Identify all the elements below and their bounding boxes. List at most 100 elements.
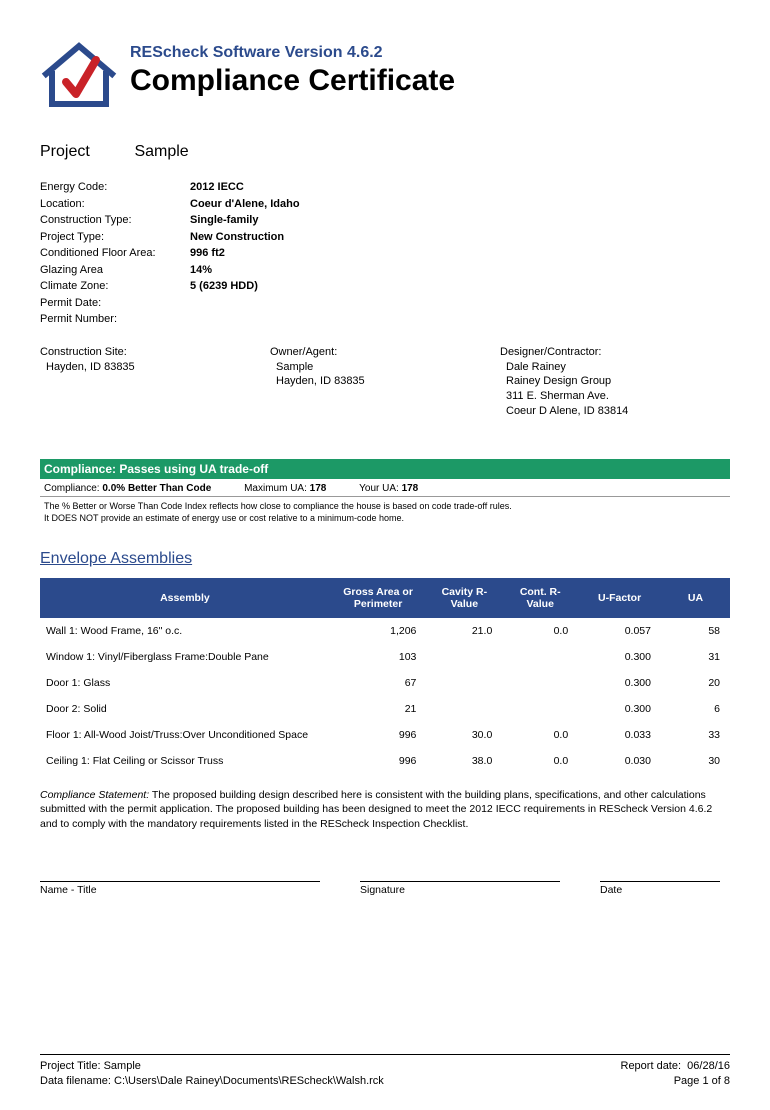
table-row: Door 2: Solid210.3006 (40, 696, 730, 722)
compliance-value: 0.0% Better Than Code (102, 483, 211, 494)
field-value: 2012 IECC (190, 179, 244, 196)
assembly-cont (502, 644, 578, 670)
assembly-area: 21 (330, 696, 427, 722)
software-version: REScheck Software Version 4.6.2 (130, 44, 455, 62)
contact-line: Dale Rainey (506, 360, 730, 375)
assembly-cavity (426, 696, 502, 722)
contact-title: Designer/Contractor: (500, 346, 730, 358)
footer-project-label: Project Title: (40, 1060, 101, 1072)
table-row: Window 1: Vinyl/Fiberglass Frame:Double … (40, 644, 730, 670)
your-ua-value: 178 (402, 483, 419, 494)
construction-site-col: Construction Site: Hayden, ID 83835 (40, 346, 270, 419)
assembly-ua: 33 (661, 722, 730, 748)
assembly-cavity: 38.0 (426, 748, 502, 774)
assembly-name: Floor 1: All-Wood Joist/Truss:Over Uncon… (40, 722, 330, 748)
document-header: REScheck Software Version 4.6.2 Complian… (40, 40, 730, 113)
your-ua-label: Your UA: (359, 483, 399, 494)
field-label: Permit Number: (40, 311, 190, 328)
assembly-name: Ceiling 1: Flat Ceiling or Scissor Truss (40, 748, 330, 774)
field-label: Energy Code: (40, 179, 190, 196)
field-value: New Construction (190, 229, 284, 246)
assembly-ufactor: 0.300 (578, 670, 661, 696)
assembly-area: 996 (330, 748, 427, 774)
contact-line: Rainey Design Group (506, 374, 730, 389)
assembly-area: 1,206 (330, 618, 427, 644)
field-value: 5 (6239 HDD) (190, 278, 258, 295)
sig-name-title: Name - Title (40, 881, 320, 896)
field-label: Project Type: (40, 229, 190, 246)
footer-report-date: 06/28/16 (687, 1060, 730, 1072)
assembly-area: 103 (330, 644, 427, 670)
contact-title: Owner/Agent: (270, 346, 500, 358)
assembly-ufactor: 0.033 (578, 722, 661, 748)
field-label: Construction Type: (40, 212, 190, 229)
col-cavity: Cavity R-Value (426, 578, 502, 618)
page-title: Compliance Certificate (130, 64, 455, 98)
signature-row: Name - Title Signature Date (40, 881, 730, 896)
assembly-ua: 31 (661, 644, 730, 670)
table-row: Wall 1: Wood Frame, 16" o.c.1,20621.00.0… (40, 618, 730, 644)
assembly-cont (502, 670, 578, 696)
compliance-note: The % Better or Worse Than Code Index re… (40, 497, 730, 530)
page-footer: Project Title: Sample Data filename: C:\… (40, 1054, 730, 1090)
field-value: Single-family (190, 212, 258, 229)
footer-project-title: Sample (104, 1060, 141, 1072)
field-label: Glazing Area (40, 262, 190, 279)
footer-report-date-label: Report date: (621, 1060, 682, 1072)
assembly-ufactor: 0.300 (578, 696, 661, 722)
assembly-cont: 0.0 (502, 722, 578, 748)
compliance-details: Compliance: 0.0% Better Than Code Maximu… (40, 479, 730, 497)
col-ua: UA (661, 578, 730, 618)
footer-filename-label: Data filename: (40, 1075, 111, 1087)
assembly-cont: 0.0 (502, 618, 578, 644)
owner-agent-col: Owner/Agent: Sample Hayden, ID 83835 (270, 346, 500, 419)
assembly-ua: 20 (661, 670, 730, 696)
assembly-area: 67 (330, 670, 427, 696)
statement-lead: Compliance Statement: (40, 789, 149, 801)
note-line: It DOES NOT provide an estimate of energ… (44, 513, 726, 525)
col-gross-area: Gross Area or Perimeter (330, 578, 427, 618)
assembly-cavity (426, 644, 502, 670)
footer-page-number: Page 1 of 8 (621, 1074, 731, 1089)
project-line: Project Sample (40, 143, 730, 161)
assembly-cavity: 30.0 (426, 722, 502, 748)
contact-line: 311 E. Sherman Ave. (506, 389, 730, 404)
table-row: Floor 1: All-Wood Joist/Truss:Over Uncon… (40, 722, 730, 748)
project-label: Project (40, 143, 130, 161)
assembly-ufactor: 0.057 (578, 618, 661, 644)
designer-contractor-col: Designer/Contractor: Dale Rainey Rainey … (500, 346, 730, 419)
col-assembly: Assembly (40, 578, 330, 618)
assembly-name: Door 1: Glass (40, 670, 330, 696)
compliance-label: Compliance: (44, 483, 100, 494)
field-label: Permit Date: (40, 295, 190, 312)
envelope-assemblies-table: Assembly Gross Area or Perimeter Cavity … (40, 578, 730, 774)
rescheck-logo (40, 40, 118, 113)
assembly-area: 996 (330, 722, 427, 748)
compliance-statement: Compliance Statement: The proposed build… (40, 788, 730, 831)
assembly-name: Door 2: Solid (40, 696, 330, 722)
assembly-ufactor: 0.300 (578, 644, 661, 670)
field-label: Conditioned Floor Area: (40, 245, 190, 262)
assembly-name: Wall 1: Wood Frame, 16" o.c. (40, 618, 330, 644)
field-value: 14% (190, 262, 212, 279)
assembly-ua: 30 (661, 748, 730, 774)
contact-title: Construction Site: (40, 346, 270, 358)
assembly-name: Window 1: Vinyl/Fiberglass Frame:Double … (40, 644, 330, 670)
field-label: Climate Zone: (40, 278, 190, 295)
field-value: 996 ft2 (190, 245, 225, 262)
contact-line: Coeur D Alene, ID 83814 (506, 404, 730, 419)
assembly-cont (502, 696, 578, 722)
sig-signature: Signature (360, 881, 560, 896)
max-ua-value: 178 (310, 483, 327, 494)
note-line: The % Better or Worse Than Code Index re… (44, 501, 726, 513)
col-ufactor: U-Factor (578, 578, 661, 618)
assembly-ufactor: 0.030 (578, 748, 661, 774)
contact-line: Sample (276, 360, 500, 375)
contact-line: Hayden, ID 83835 (46, 360, 270, 375)
envelope-section-title: Envelope Assemblies (40, 550, 730, 568)
contacts-row: Construction Site: Hayden, ID 83835 Owne… (40, 346, 730, 419)
compliance-status-bar: Compliance: Passes using UA trade-off (40, 459, 730, 479)
col-cont: Cont. R-Value (502, 578, 578, 618)
footer-filename: C:\Users\Dale Rainey\Documents\REScheck\… (114, 1075, 384, 1087)
assembly-ua: 58 (661, 618, 730, 644)
